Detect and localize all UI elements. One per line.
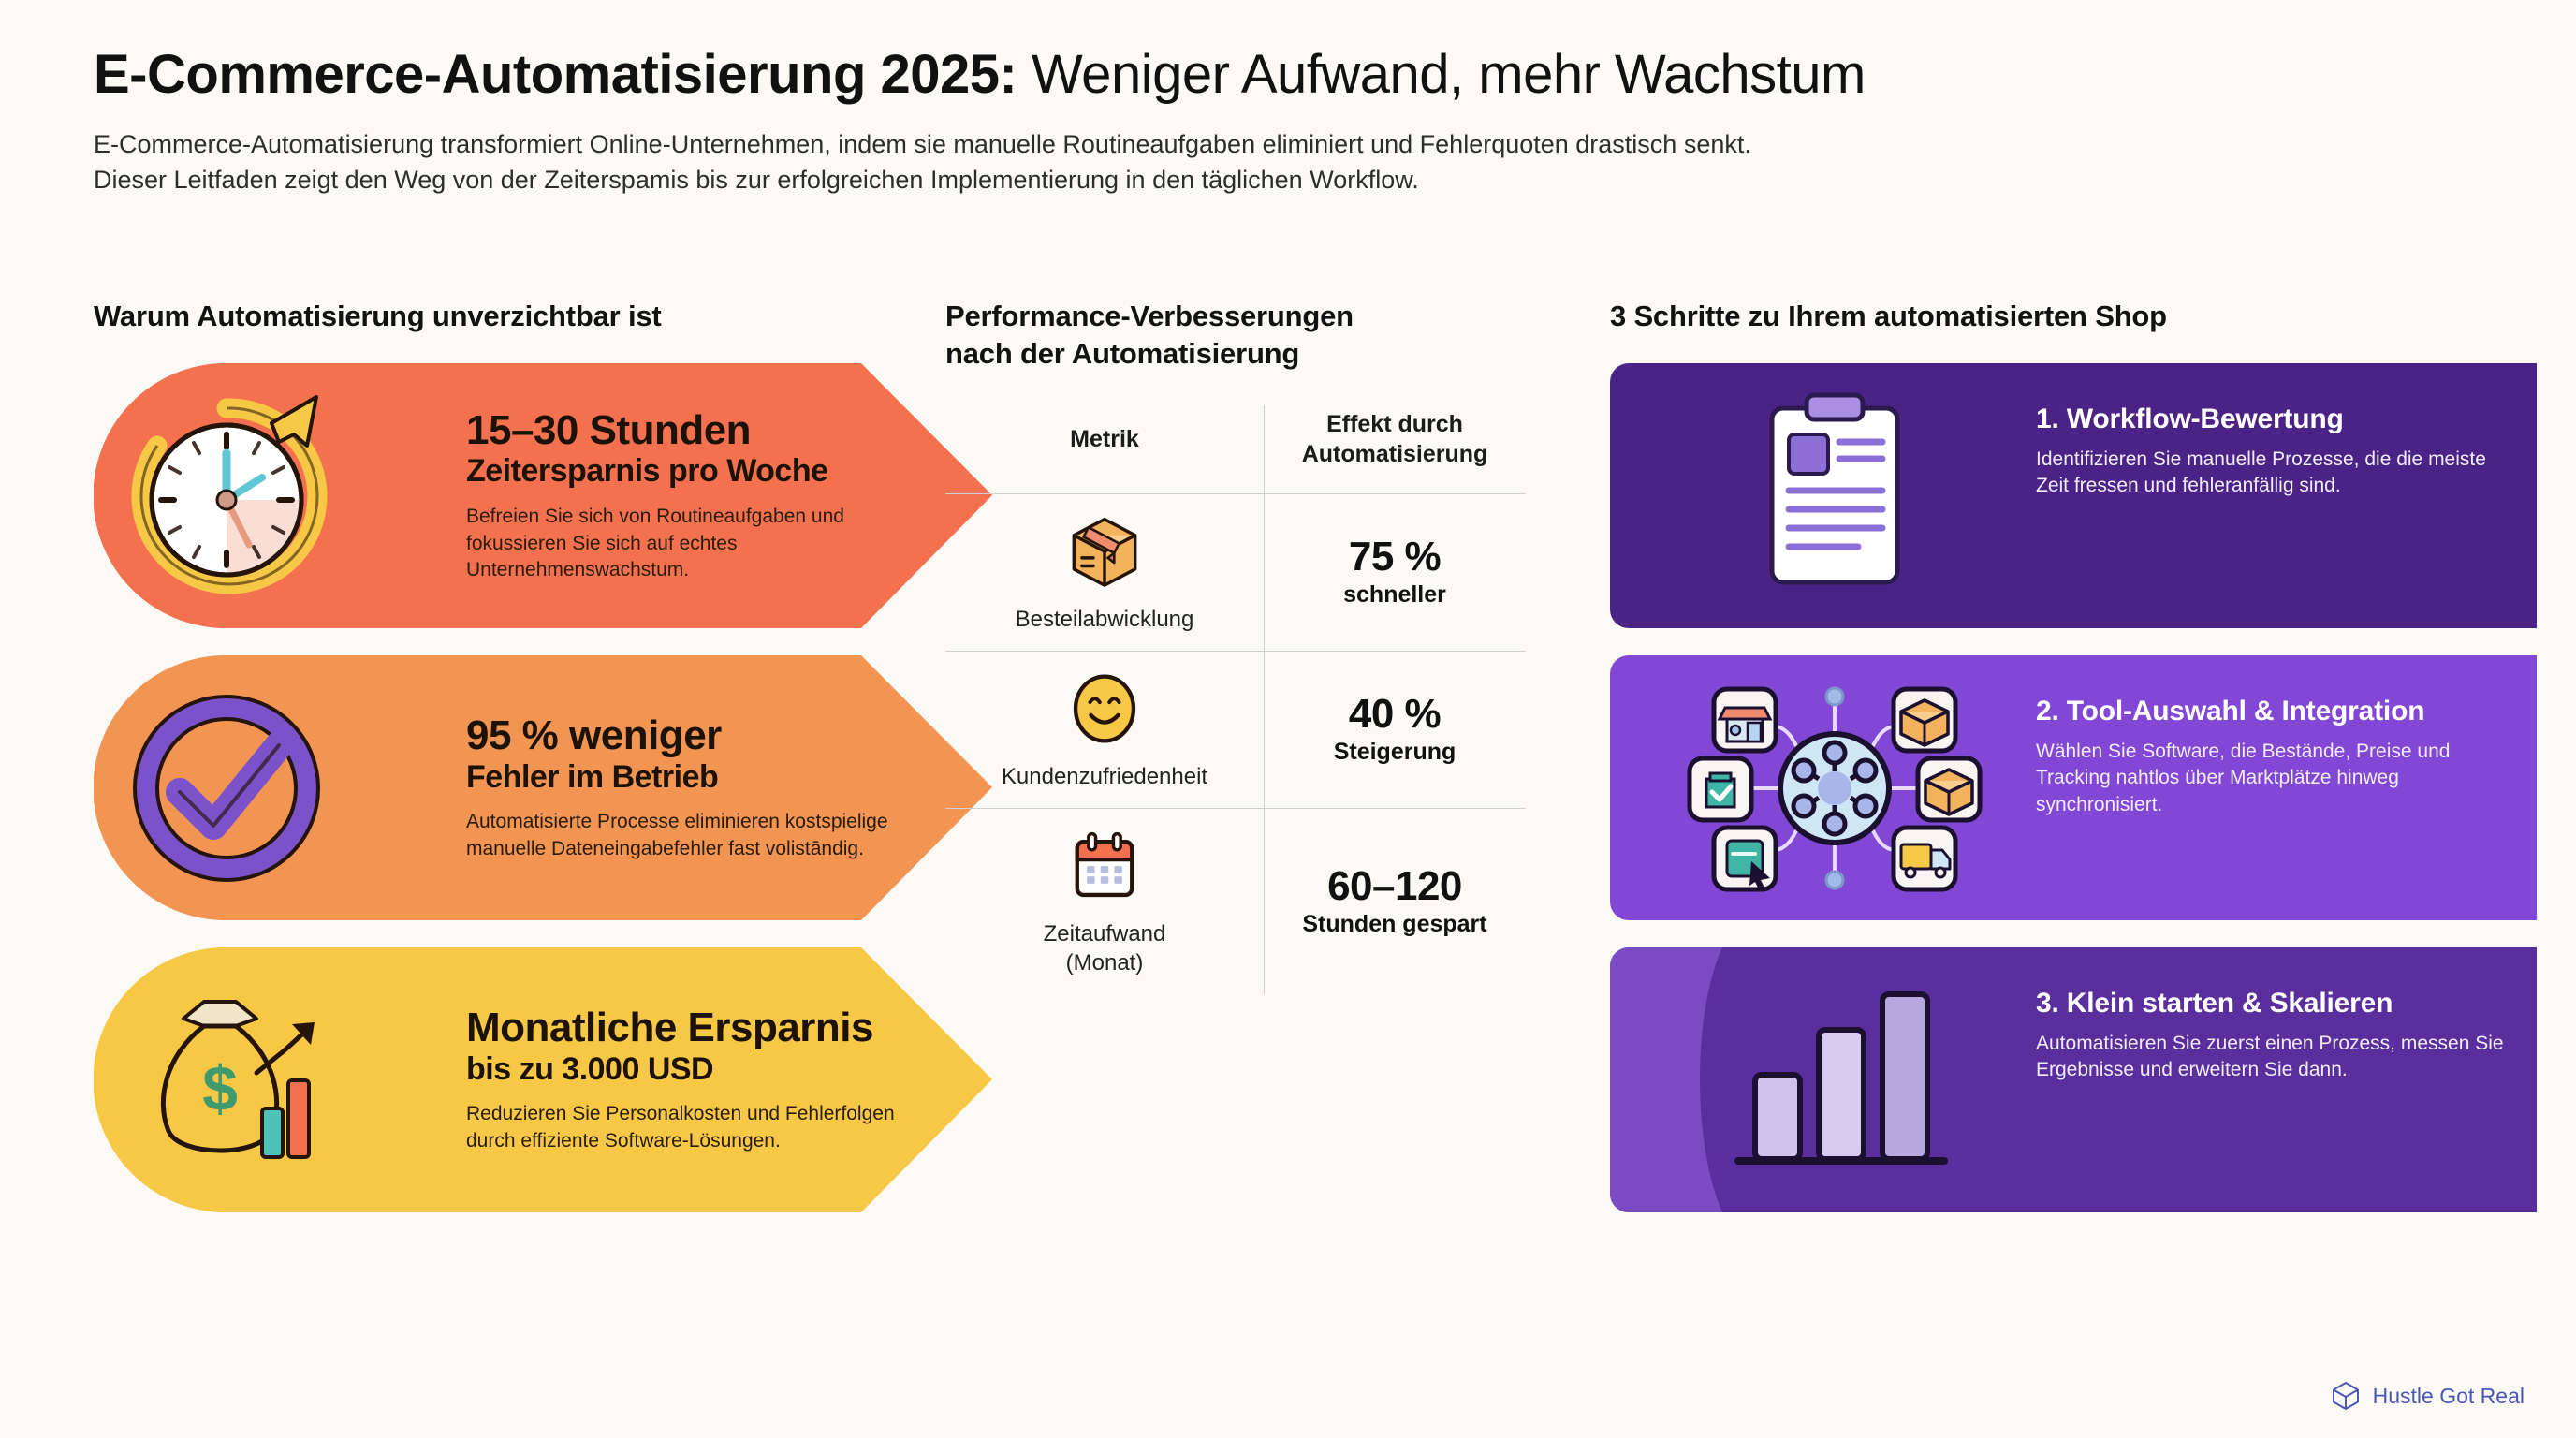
table-cell-metric-3-label: Zeitaufwand <box>1043 920 1166 946</box>
clipboard-checklist-icon <box>1769 392 1900 585</box>
step-card-list: 1. Workflow-Bewertung Identifizieren Sie… <box>1610 363 2576 1213</box>
step-card-1-body: 1. Workflow-Bewertung Identifizieren Sie… <box>2036 403 2504 500</box>
benefit-card-2-kpi: 95 % weniger Fehler im Betrieb <box>466 713 927 794</box>
table-cell-effect-3-value: 60–120 <box>1327 863 1462 910</box>
benefit-card-3-kpi-main: Monatliche Ersparnis <box>466 1005 874 1051</box>
step-card-3-description: Automatisieren Sie zuerst einen Prozess,… <box>2036 1032 2504 1081</box>
smiley-face-icon <box>1073 674 1136 743</box>
page-subtitle-line-1: E-Commerce-Automatisierung transformiert… <box>94 129 1751 158</box>
table-cell-effect-2-unit: Steigerung <box>1333 739 1456 766</box>
benefit-card-1-description: Befreien Sie sich von Routineaufgaben un… <box>466 506 844 581</box>
right-column-heading: 3 Schritte zu Ihrem automatisierten Shop <box>1610 300 2167 332</box>
benefit-card-3: $ Monatliche Ersparnis bis zu 3.000 USD … <box>94 947 992 1213</box>
benefit-card-2-kpi-sub: Fehler im Betrieb <box>466 758 719 795</box>
calendar-icon <box>1075 831 1134 898</box>
step-card-3-body: 3. Klein starten & Skalieren Automatisie… <box>2036 987 2504 1084</box>
benefit-card-1: 15–30 Stunden Zeitersparnis pro Woche Be… <box>94 363 992 629</box>
page-title: E-Commerce-Automatisierung 2025: Weniger… <box>94 44 2509 106</box>
columns-container: Warum Automatisierung unverzichtbar ist <box>0 298 2576 1402</box>
left-column: Warum Automatisierung unverzichtbar ist <box>0 298 992 1402</box>
benefit-card-1-kpi-sub: Zeitersparnis pro Woche <box>466 453 828 490</box>
card-arrow-shape <box>94 655 992 921</box>
table-cell-metric-3: Zeitaufwand (Monat) <box>945 809 1264 994</box>
page-subtitle-line-2: Dieser Leitfaden zeigt den Weg von der Z… <box>94 166 1419 195</box>
svg-text:$: $ <box>202 1053 238 1124</box>
middle-column-heading: Performance-Verbesserungen nach der Auto… <box>945 298 1507 374</box>
table-row-divider <box>945 492 1526 494</box>
table-cell-effect-3-unit: Stunden gespart <box>1302 911 1487 938</box>
table-cell-effect-3: 60–120 Stunden gespart <box>1264 809 1526 994</box>
table-cell-metric-3-label-line-2: (Monat) <box>1065 950 1144 976</box>
table-cell-effect-1-unit: schneller <box>1343 581 1446 609</box>
left-column-heading: Warum Automatisierung unverzichtbar ist <box>94 300 662 332</box>
benefit-card-3-kpi-sub: bis zu 3.000 USD <box>466 1050 714 1087</box>
benefit-card-2-kpi-main: 95 % weniger <box>466 712 722 759</box>
table-row: Zeitaufwand (Monat) 60–120 Stunden gespa… <box>945 809 1526 994</box>
step-card-2-description: Wählen Sie Software, die Bestände, Preis… <box>2036 740 2451 816</box>
table-header-effect-line-2: Automatisierung <box>1301 440 1488 467</box>
header: E-Commerce-Automatisierung 2025: Weniger… <box>94 44 2509 198</box>
page-title-light: Weniger Aufwand, mehr Wachstum <box>1017 44 1866 105</box>
step-card-1-title: 1. Workflow-Bewertung <box>2036 404 2344 435</box>
table-column-divider <box>1264 404 1265 995</box>
benefit-card-3-kpi: Monatliche Ersparnis bis zu 3.000 USD <box>466 1005 927 1086</box>
table-row: Besteilabwicklung 75 % schneller <box>945 494 1526 651</box>
cube-logo-icon <box>2332 1382 2359 1410</box>
table-cell-effect-2: 40 % Steigerung <box>1264 652 1526 808</box>
bar-chart-growth-icon <box>1734 991 1948 1166</box>
brand-watermark-label: Hustle Got Real <box>2372 1383 2525 1408</box>
table-row: Kundenzufriedenheit 40 % Steigerung <box>945 652 1526 808</box>
middle-column: Performance-Verbesserungen nach der Auto… <box>936 298 1582 1402</box>
benefit-card-2-body: 95 % weniger Fehler im Betrieb Automatis… <box>466 713 936 862</box>
page-title-strong: E-Commerce-Automatisierung 2025: <box>94 44 1017 105</box>
table-cell-effect-1-value: 75 % <box>1348 534 1442 580</box>
right-column: 3 Schritte zu Ihrem automatisierten Shop <box>1582 298 2576 1402</box>
table-header-metric-label: Metrik <box>1070 425 1139 452</box>
step-chevron-shape <box>1610 655 2537 921</box>
check-circle-icon <box>133 695 320 883</box>
integration-network-icon <box>1687 686 1983 892</box>
table-row-divider <box>945 650 1526 652</box>
table-header-effect: Effekt durch Automatisierung <box>1264 405 1526 493</box>
benefit-card-1-body: 15–30 Stunden Zeitersparnis pro Woche Be… <box>466 408 936 584</box>
middle-column-heading-line-1: Performance-Verbesserungen <box>945 300 1354 332</box>
card-arrow-shape <box>94 363 992 629</box>
card-arrow-shape <box>94 947 992 1213</box>
benefit-card-2: 95 % weniger Fehler im Betrieb Automatis… <box>94 655 992 921</box>
table-header-effect-line-1: Effekt durch <box>1326 410 1463 437</box>
page-subtitle: E-Commerce-Automatisierung transformiert… <box>94 126 2462 198</box>
table-cell-metric-1-label: Besteilabwicklung <box>1015 606 1194 632</box>
table-cell-metric-2-label: Kundenzufriedenheit <box>1001 763 1208 789</box>
step-card-2-body: 2. Tool-Auswahl & Integration Wählen Sie… <box>2036 695 2504 819</box>
step-card-1-description: Identifizieren Sie manuelle Prozesse, di… <box>2036 448 2486 497</box>
clock-arrow-icon <box>131 395 328 594</box>
benefit-card-1-kpi-main: 15–30 Stunden <box>466 406 752 453</box>
step-card-3: 3. Klein starten & Skalieren Automatisie… <box>1610 947 2576 1213</box>
benefit-card-3-body: Monatliche Ersparnis bis zu 3.000 USD Re… <box>466 1005 936 1154</box>
step-card-3-title: 3. Klein starten & Skalieren <box>2036 988 2393 1020</box>
benefit-card-list: 15–30 Stunden Zeitersparnis pro Woche Be… <box>94 363 992 1213</box>
step-card-2: 2. Tool-Auswahl & Integration Wählen Sie… <box>1610 655 2576 921</box>
table-row-divider <box>945 807 1526 809</box>
benefit-card-3-description: Reduzieren Sie Personalkosten und Fehler… <box>466 1103 895 1152</box>
brand-watermark: Hustle Got Real <box>2330 1380 2525 1412</box>
table-cell-effect-2-value: 40 % <box>1348 691 1442 738</box>
table-header-metric: Metrik <box>945 405 1264 493</box>
step-card-2-title: 2. Tool-Auswahl & Integration <box>2036 696 2425 727</box>
benefit-card-1-kpi: 15–30 Stunden Zeitersparnis pro Woche <box>466 408 927 489</box>
table-cell-metric-2: Kundenzufriedenheit <box>945 652 1264 808</box>
table-cell-metric-1: Besteilabwicklung <box>945 494 1264 651</box>
middle-column-heading-line-2: nach der Automatisierung <box>945 337 1300 371</box>
table-cell-effect-1: 75 % schneller <box>1264 494 1526 651</box>
table-header-row: Metrik Effekt durch Automatisierung <box>945 405 1526 493</box>
step-card-1: 1. Workflow-Bewertung Identifizieren Sie… <box>1610 363 2576 629</box>
benefit-card-2-description: Automatisierte Processe eliminieren kost… <box>466 811 888 859</box>
package-box-icon <box>1072 517 1137 587</box>
performance-table: Metrik Effekt durch Automatisierung <box>945 404 1526 995</box>
money-bag-chart-icon: $ <box>160 1000 315 1160</box>
